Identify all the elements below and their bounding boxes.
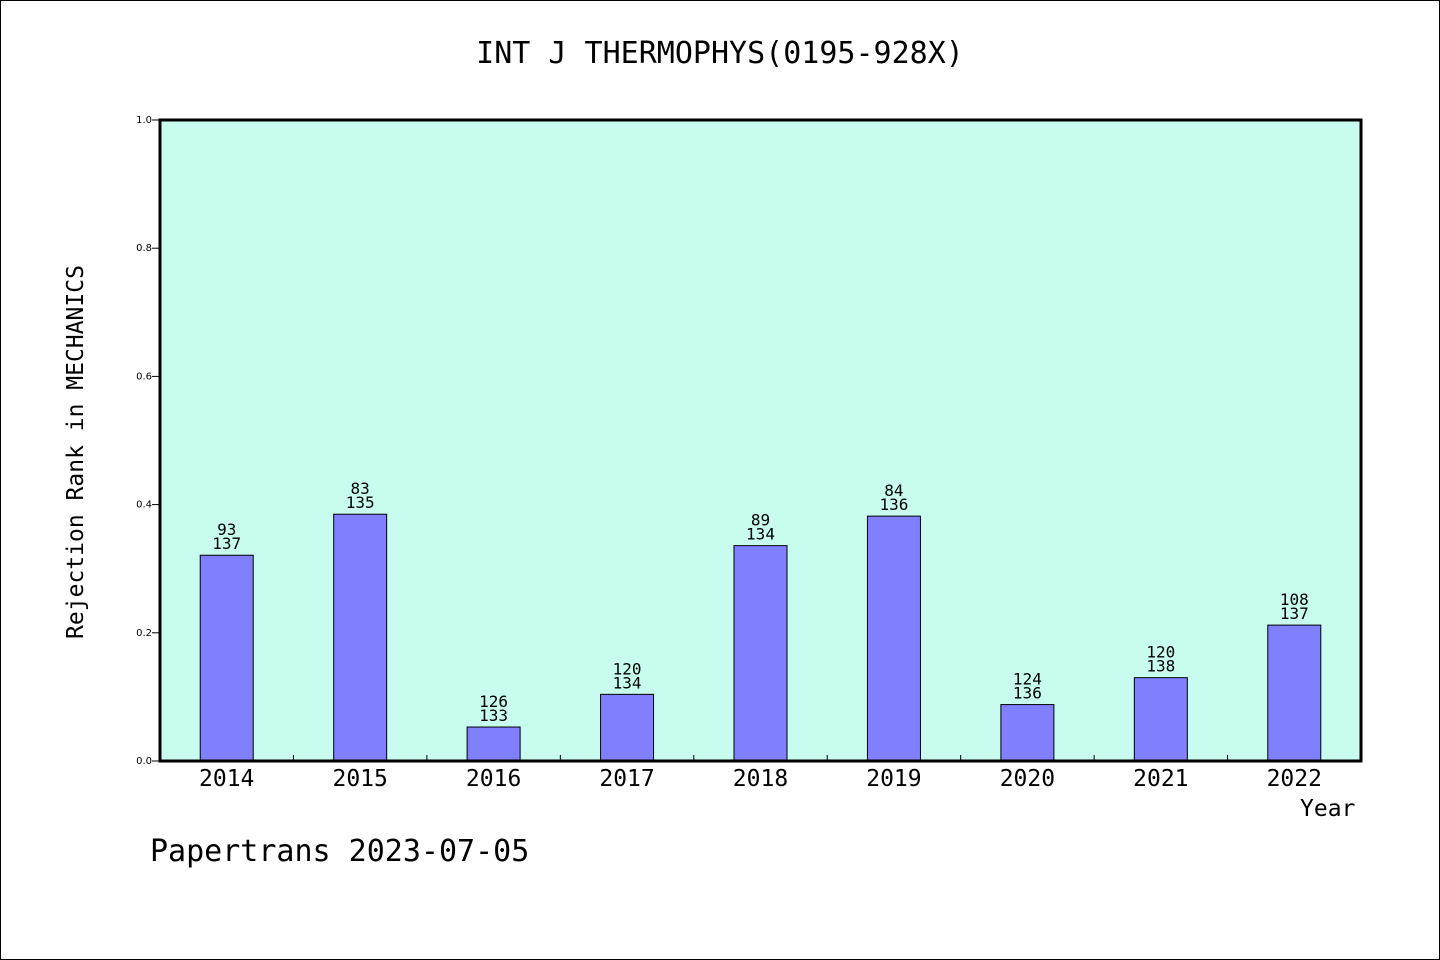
- footer-credit: Papertrans 2023-07-05: [150, 834, 530, 869]
- bar: [1133, 677, 1188, 762]
- x-tick-label: 2019: [866, 766, 921, 792]
- bar: [333, 513, 388, 762]
- data-label-bottom: 136: [1013, 684, 1042, 703]
- x-tick-label: 2017: [599, 766, 654, 792]
- y-tick-label: 0.2: [136, 628, 152, 639]
- x-tick-label: 2022: [1267, 766, 1322, 792]
- data-label-bottom: 133: [479, 706, 508, 725]
- data-label-top: 120: [1146, 643, 1175, 662]
- bar: [1000, 704, 1055, 762]
- x-tick-label: 2016: [466, 766, 521, 792]
- data-label-top: 89: [751, 511, 770, 530]
- data-label-top: 84: [884, 481, 903, 500]
- data-label-top: 126: [479, 692, 508, 711]
- data-label-top: 124: [1013, 670, 1042, 689]
- data-label-bottom: 135: [346, 493, 375, 512]
- bar: [600, 693, 655, 762]
- bar: [1267, 624, 1322, 762]
- x-tick-label: 2014: [199, 766, 254, 792]
- x-tick-label: 2021: [1133, 766, 1188, 792]
- y-tick-label: 0.0: [136, 756, 152, 767]
- data-label-top: 108: [1280, 590, 1309, 609]
- bar: [866, 515, 921, 762]
- data-label-bottom: 134: [613, 673, 642, 692]
- y-tick-label: 0.4: [136, 500, 152, 511]
- data-label-top: 93: [217, 520, 236, 539]
- y-tick-label: 1.0: [136, 115, 152, 126]
- chart-title: INT J THERMOPHYS(0195-928X): [476, 36, 964, 71]
- data-label-bottom: 134: [746, 525, 775, 544]
- data-label-bottom: 137: [1280, 604, 1309, 623]
- bar: [466, 726, 521, 762]
- data-label-top: 120: [613, 659, 642, 678]
- x-axis-label: Year: [1300, 796, 1356, 822]
- plot-border: [158, 118, 1363, 763]
- x-tick-label: 2015: [332, 766, 387, 792]
- y-tick-label: 0.6: [136, 371, 152, 382]
- data-label-bottom: 138: [1146, 657, 1175, 676]
- y-tick-label: 0.8: [136, 243, 152, 254]
- x-tick-label: 2018: [733, 766, 788, 792]
- bar: [733, 545, 788, 762]
- bar: [199, 554, 254, 762]
- data-label-bottom: 137: [212, 534, 241, 553]
- data-label-top: 83: [351, 479, 370, 498]
- x-tick-label: 2020: [1000, 766, 1055, 792]
- data-label-bottom: 136: [879, 495, 908, 514]
